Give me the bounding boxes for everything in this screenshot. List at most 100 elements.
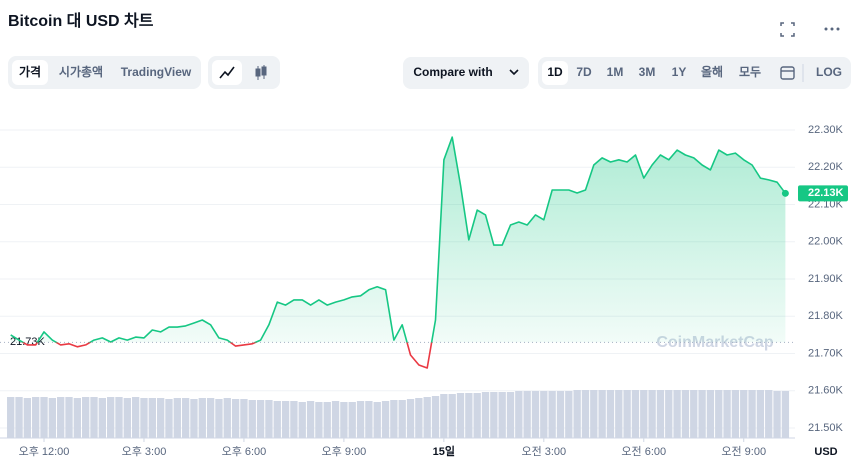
volume-bar <box>631 390 640 438</box>
tab[interactable]: 시가총액 <box>59 64 103 79</box>
volume-bar <box>65 397 73 438</box>
range-button[interactable]: 3M <box>639 65 656 79</box>
volume-bar <box>665 390 673 438</box>
line-type-button[interactable] <box>212 60 242 85</box>
volume-bar <box>523 391 531 438</box>
volume-bar <box>57 397 65 438</box>
tab[interactable]: 가격 <box>19 64 41 79</box>
volume-bar <box>140 398 148 438</box>
volume-bar <box>115 397 123 438</box>
log-button[interactable]: LOG <box>816 65 842 79</box>
y-tick-label: 22.10K <box>808 198 844 210</box>
volume-bar <box>615 390 623 438</box>
volume-bar <box>315 402 323 438</box>
volume-bar <box>98 398 106 438</box>
volume-bar <box>781 391 790 438</box>
volume-bar <box>565 391 573 438</box>
volume-bar <box>748 390 756 438</box>
y-tick-label: 21.90K <box>808 273 844 285</box>
range-active-bg <box>542 61 568 85</box>
volume-bar <box>556 391 565 438</box>
volume-bar <box>306 401 315 438</box>
volume-bar <box>123 398 131 438</box>
volume-bar <box>473 393 481 438</box>
volume-bar <box>365 401 373 438</box>
line-icon <box>219 66 235 79</box>
volume-bar <box>290 401 298 438</box>
volume-bar <box>498 392 506 438</box>
volume-bar <box>765 390 773 438</box>
more-icon[interactable] <box>824 27 840 31</box>
volume-bar <box>598 390 606 438</box>
volume-bar <box>623 390 631 438</box>
volume-bar <box>181 398 190 438</box>
range-button[interactable]: 7D <box>576 65 592 79</box>
volume-bar <box>648 390 656 438</box>
volume-bar <box>531 391 540 438</box>
volume-bar <box>590 390 598 438</box>
volume-bar <box>256 400 265 438</box>
volume-bar <box>73 398 82 438</box>
volume-bar <box>223 398 231 438</box>
x-tick-label: 오전 3:00 <box>521 445 566 458</box>
volume-bar <box>340 402 348 438</box>
price-line <box>10 136 787 369</box>
compare-button[interactable] <box>403 57 529 89</box>
chevron <box>509 69 519 76</box>
volume-bar <box>40 397 48 438</box>
compare-label[interactable]: Compare with <box>413 65 492 79</box>
volume-bar <box>448 394 456 438</box>
volume-bar <box>698 390 706 438</box>
volume-bar <box>265 400 273 438</box>
volume-bar <box>381 401 390 438</box>
volume-bar <box>106 397 115 438</box>
range-button[interactable]: 올해 <box>701 65 723 79</box>
volume-bar <box>7 397 15 438</box>
volume-bar <box>490 392 498 438</box>
volume-bar <box>165 399 173 438</box>
candle-icon[interactable] <box>255 65 267 80</box>
volume-bar <box>573 390 581 438</box>
volume-bar <box>32 397 40 438</box>
volume-bar <box>673 390 681 438</box>
x-tick-label: 오후 12:00 <box>19 445 70 458</box>
volume-bar <box>681 390 690 438</box>
volume-bar <box>640 390 648 438</box>
volume-bar <box>581 390 590 438</box>
range-button[interactable]: 모두 <box>739 65 761 79</box>
volume-bar <box>48 398 57 438</box>
volume-bar <box>515 391 523 438</box>
y-tick-label: 22.30K <box>808 124 844 136</box>
y-tick-label: 21.70K <box>808 347 844 359</box>
unit-label: USD <box>814 446 837 458</box>
volume-bar <box>198 398 206 438</box>
volume-bar <box>715 390 723 438</box>
tab-active-bg <box>12 60 48 85</box>
range-group <box>538 57 851 89</box>
x-tick-label: 오후 6:00 <box>222 445 267 458</box>
calendar-icon[interactable] <box>780 66 795 80</box>
last-point <box>781 189 789 197</box>
range-button[interactable]: 1Y <box>672 65 687 79</box>
volume-bar <box>281 401 290 438</box>
volume-bar <box>131 397 140 438</box>
volume-bar <box>206 398 215 438</box>
range-button[interactable]: 1D <box>547 65 563 79</box>
volume-bar <box>506 392 515 438</box>
y-tick-label: 21.50K <box>808 422 844 434</box>
tab[interactable]: TradingView <box>121 65 192 79</box>
tab-group <box>8 56 201 89</box>
volume-bar <box>248 400 256 438</box>
price-area <box>10 137 786 343</box>
x-tick-label: 오전 6:00 <box>621 445 666 458</box>
volume-bar <box>156 398 165 438</box>
range-button[interactable]: 1M <box>607 65 624 79</box>
volume-bar <box>431 396 440 438</box>
volume-bar <box>423 397 431 438</box>
volume-bar <box>406 399 415 438</box>
fullscreen-icon[interactable] <box>780 22 795 37</box>
x-tick-label: 15일 <box>433 444 455 458</box>
volume-bar <box>706 390 715 438</box>
volume-bar <box>173 398 181 438</box>
